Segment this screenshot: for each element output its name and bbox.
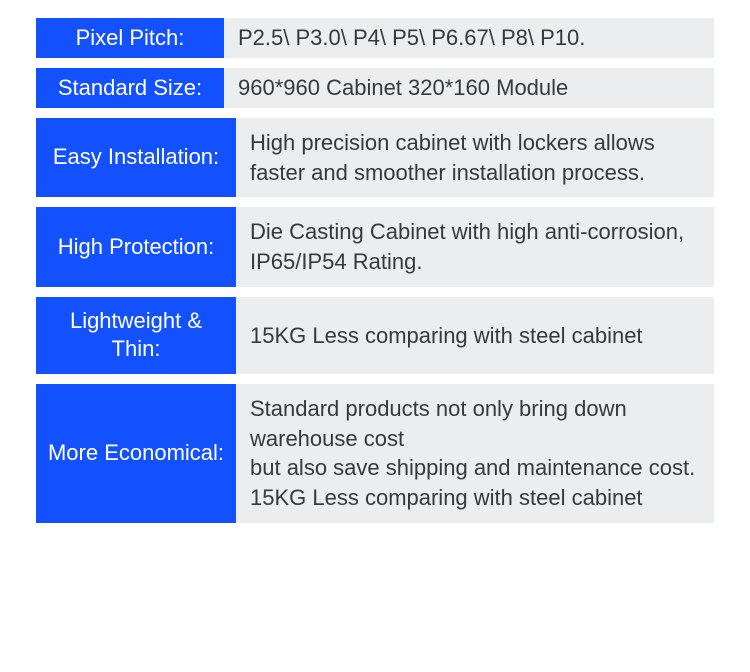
row-value: 15KG Less comparing with steel cabinet (236, 297, 714, 374)
row-label: Lightweight & Thin: (36, 297, 236, 374)
row-value: High precision cabinet with lockers allo… (236, 118, 714, 197)
row-value: Die Casting Cabinet with high anti-corro… (236, 207, 714, 286)
row-label: Pixel Pitch: (36, 18, 224, 58)
row-value: P2.5\ P3.0\ P4\ P5\ P6.67\ P8\ P10. (224, 18, 714, 58)
spec-table: Pixel Pitch: P2.5\ P3.0\ P4\ P5\ P6.67\ … (36, 18, 714, 523)
table-row: More Economical: Standard products not o… (36, 384, 714, 523)
table-row: Lightweight & Thin: 15KG Less comparing … (36, 297, 714, 374)
row-label: Standard Size: (36, 68, 224, 108)
table-row: Standard Size: 960*960 Cabinet 320*160 M… (36, 68, 714, 108)
table-row: High Protection: Die Casting Cabinet wit… (36, 207, 714, 286)
row-label: High Protection: (36, 207, 236, 286)
row-value: 960*960 Cabinet 320*160 Module (224, 68, 714, 108)
table-row: Pixel Pitch: P2.5\ P3.0\ P4\ P5\ P6.67\ … (36, 18, 714, 58)
table-row: Easy Installation: High precision cabine… (36, 118, 714, 197)
row-value: Standard products not only bring down wa… (236, 384, 714, 523)
row-label: More Economical: (36, 384, 236, 523)
row-label: Easy Installation: (36, 118, 236, 197)
